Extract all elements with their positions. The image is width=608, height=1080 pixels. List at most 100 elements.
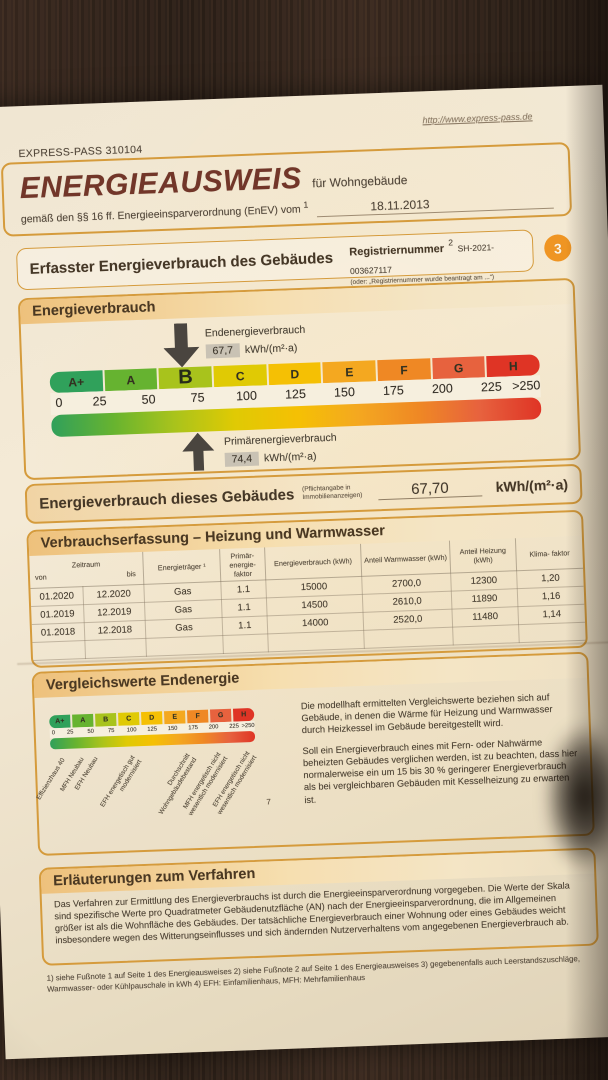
page-badge: 3: [543, 233, 572, 262]
scale-segment-G: G: [209, 708, 232, 723]
section-header-box: Erfasster Energieverbrauch des Gebäudes …: [15, 229, 535, 291]
comparison-paragraph-2: Soll ein Energieverbrauch eines mit Fern…: [302, 737, 578, 805]
table-cell: [363, 627, 454, 649]
end-energy-label: Endenergieverbrauch: [204, 323, 306, 340]
scale-segment-A+: A+: [49, 714, 71, 729]
scale-tick: 225: [480, 379, 503, 395]
scale-segment-E: E: [322, 360, 377, 384]
scale-tick: 125: [147, 726, 158, 733]
end-energy-value-row: 67,7 kWh/(m²·a): [205, 341, 298, 359]
main-title: ENERGIEAUSWEIS: [19, 161, 303, 206]
scale-tick: 75: [190, 390, 205, 406]
scale-tick: 100: [235, 388, 258, 404]
building-type: für Wohngebäude: [312, 172, 408, 191]
table-cell: [145, 635, 224, 657]
law-footnote: 1: [303, 199, 309, 210]
scale-tick: 175: [188, 724, 199, 732]
comparison-paragraph-1: Die modellhaft ermittelten Vergleichswer…: [300, 692, 553, 736]
scale-segment-F: F: [186, 709, 209, 724]
scale-tick: 25: [92, 394, 107, 409]
table-cell: 1.1: [222, 615, 268, 636]
section-title: Erfasster Energieverbrauch des Gebäudes: [29, 249, 334, 278]
building-value-note: (Pflichtangabe in Immobilienanzeigen): [301, 484, 363, 502]
table-cell: [452, 624, 520, 646]
table-cell: 12.2019: [83, 602, 146, 623]
scale-segment-A: A: [72, 713, 94, 728]
rotated-labels: Effizienzhaus 40 MFH Neubau EFH Neubau EFH …: [36, 748, 260, 855]
scale-segment-H: H: [486, 354, 540, 378]
scale-tick: 75: [107, 728, 115, 735]
scale-tick: 50: [141, 392, 156, 407]
table-cell: 1.1: [221, 579, 266, 600]
primary-energy-unit: kWh/(m²·a): [263, 450, 317, 465]
mini-scale: A+ A B C D E F G H 0 25 50 75 100 125 150 175 200 225 >250: [49, 707, 256, 750]
scale-segment-H: H: [232, 707, 255, 722]
primary-energy-value: 74,4: [224, 451, 260, 467]
scale-segment-C: C: [213, 364, 267, 388]
page-content: http://www.express-pass.de EXPRESS-PASS …: [0, 86, 608, 1058]
building-value: 67,70: [377, 478, 483, 501]
scale-tick: 225: [229, 723, 240, 730]
primary-energy-arrow-icon: [182, 432, 215, 471]
table-cell: 01.2018: [31, 622, 85, 643]
scale-tick: 150: [333, 385, 356, 400]
col-anteil-heizung: Anteil Heizung (kWh): [449, 538, 517, 574]
scale-tick: 125: [284, 386, 307, 402]
table-cell: [267, 630, 365, 652]
primary-energy-value-row: 74,4 kWh/(m²·a): [224, 449, 317, 467]
scale-segment-E: E: [164, 710, 186, 725]
comparison-text: Die modellhaft ermittelten Vergleichswer…: [301, 690, 581, 815]
scale-tick: 25: [66, 729, 74, 736]
date-value: 18.11.2013: [316, 192, 554, 217]
scale-segment-A: A: [104, 368, 158, 392]
scale-tick: 50: [87, 728, 95, 736]
col-klimafaktor: Klima- faktor: [515, 535, 584, 571]
explanation-box: Erläuterungen zum Verfahren Das Verfahre…: [38, 847, 599, 966]
scale-segment-D: D: [141, 711, 163, 726]
scale-tick: >250: [241, 722, 255, 730]
scale-segment-B: B: [158, 366, 213, 390]
document-page: http://www.express-pass.de EXPRESS-PASS …: [0, 84, 608, 1060]
building-value-label: Energieverbrauch dieses Gebäudes: [39, 485, 295, 513]
scale-segment-C: C: [118, 712, 140, 726]
scale-tick: 0: [55, 395, 63, 410]
scale-tick: >250: [511, 378, 541, 394]
consumption-table: Zeitraum von bis Energieträger ¹ Primär- …: [29, 535, 586, 661]
scale-tick: 175: [382, 383, 405, 398]
shadow-blob: [544, 722, 608, 872]
col-zeitraum: Zeitraum von bis: [29, 551, 144, 589]
scale-segment-B: B: [95, 712, 117, 727]
col-energietraeger: Energieträger ¹: [142, 549, 222, 585]
col-primaerenergiefaktor: Primär- energie- faktor: [219, 547, 266, 582]
registry-block: Registriernummer 2 SH-2021-003627117 (od…: [349, 235, 534, 286]
scale-segment-D: D: [268, 362, 322, 386]
registry-label: Registriernummer: [349, 242, 445, 259]
col-anteil-warmwasser: Anteil Warmwasser (kWh): [360, 540, 451, 577]
table-cell: 01.2019: [31, 604, 85, 625]
scale-tick: 100: [126, 727, 137, 734]
scale-tick: 200: [208, 724, 219, 731]
col-energieverbrauch: Energieverbrauch (kWh): [264, 543, 362, 580]
scale-tick: 200: [431, 381, 454, 397]
table-cell: 01.2020: [30, 586, 84, 607]
table-cell: [223, 633, 268, 654]
registry-footnote: 2: [448, 237, 454, 248]
energy-scale-box: Energieverbrauch Endenergieverbrauch 67,…: [17, 277, 582, 481]
table-cell: 1.1: [221, 597, 267, 618]
scale-segment-G: G: [431, 356, 486, 380]
end-energy-unit: kWh/(m²·a): [244, 342, 298, 357]
scale-segment-A+: A+: [49, 370, 103, 394]
end-energy-arrow-icon: [163, 323, 201, 368]
consumption-box: Verbrauchserfassung – Heizung und Warmwa…: [26, 509, 588, 669]
scale-area: Endenergieverbrauch 67,7 kWh/(m²·a) A+ A B C…: [48, 305, 543, 481]
table-cell: [518, 622, 586, 643]
scale-tick: 0: [51, 730, 56, 737]
table-cell: 12.2020: [82, 584, 145, 605]
scale-tick: 150: [167, 725, 178, 733]
website-link: http://www.express-pass.de: [422, 111, 533, 126]
table-cell: [32, 640, 86, 661]
end-energy-value: 67,7: [205, 343, 241, 359]
comparison-footnote-marker: 7: [266, 797, 272, 807]
